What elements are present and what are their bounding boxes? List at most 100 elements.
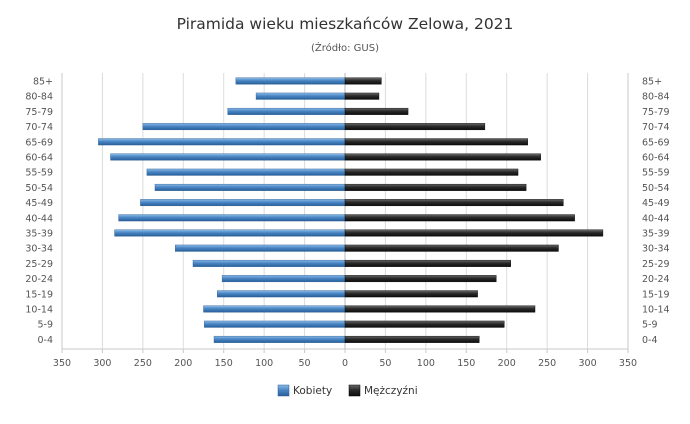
bar-female[interactable] (110, 153, 346, 161)
bar-female[interactable] (192, 259, 346, 267)
category-label-left: 15-19 (25, 289, 53, 300)
category-label-left: 20-24 (25, 274, 53, 285)
category-label-right: 75-79 (642, 107, 670, 118)
category-label-left: 80-84 (25, 92, 53, 103)
legend-item-male[interactable]: Mężczyźni (348, 384, 418, 397)
bar-male[interactable] (344, 275, 497, 283)
bar-female[interactable] (142, 123, 346, 131)
category-label-left: 75-79 (25, 107, 53, 118)
category-label-left: 35-39 (25, 229, 53, 240)
category-label-right: 60-64 (642, 153, 670, 164)
chart-subtitle: (Źródło: GUS) (311, 41, 379, 54)
category-label-right: 70-74 (642, 122, 670, 133)
bar-female[interactable] (114, 229, 346, 237)
x-tick-labels: 350 300 250 200 150 100 50 0 50 100 150 200 250 300 35… (53, 349, 637, 369)
category-label-right: 30-34 (642, 244, 670, 255)
x-tick-label: 200 (498, 358, 516, 369)
bar-female[interactable] (213, 335, 346, 343)
category-label-left: 25-29 (25, 259, 53, 270)
chart-title: Piramida wieku mieszkańców Zelowa, 2021 (177, 15, 514, 33)
bar-male[interactable] (344, 229, 604, 237)
bar-male[interactable] (344, 320, 505, 328)
x-tick-label: 150 (215, 358, 233, 369)
bar-male[interactable] (344, 259, 511, 267)
bar-male[interactable] (344, 335, 480, 343)
bar-male[interactable] (344, 305, 536, 313)
bar-female[interactable] (174, 244, 346, 252)
bar-female[interactable] (146, 168, 346, 176)
x-tick-label: 50 (379, 358, 391, 369)
bar-male[interactable] (344, 183, 527, 191)
category-label-right: 10-14 (642, 305, 670, 316)
category-label-left: 85+ (33, 77, 53, 88)
bar-male[interactable] (344, 107, 409, 115)
category-label-right: 45-49 (642, 198, 670, 209)
legend-swatch-male (348, 384, 361, 397)
x-tick-label: 250 (538, 358, 556, 369)
bar-female[interactable] (118, 214, 346, 222)
x-tick-label: 350 (53, 358, 71, 369)
category-label-left: 30-34 (25, 244, 53, 255)
category-label-left: 70-74 (25, 122, 53, 133)
x-tick-label: 350 (619, 358, 637, 369)
bar-female[interactable] (98, 138, 346, 146)
bar-female[interactable] (217, 290, 346, 298)
bar-male[interactable] (344, 77, 382, 85)
bar-male[interactable] (344, 199, 564, 207)
x-tick-label: 300 (579, 358, 597, 369)
category-label-left: 55-59 (25, 168, 53, 179)
bar-female[interactable] (235, 77, 346, 85)
x-tick-label: 100 (417, 358, 435, 369)
category-label-right: 5-9 (642, 320, 658, 331)
bar-male[interactable] (344, 168, 519, 176)
bar-female[interactable] (154, 183, 346, 191)
x-tick-label: 250 (134, 358, 152, 369)
bar-female[interactable] (204, 320, 346, 328)
legend-item-female[interactable]: Kobiety (277, 384, 332, 397)
bars (98, 77, 604, 343)
category-label-left: 5-9 (37, 320, 53, 331)
category-label-right: 0-4 (642, 335, 658, 346)
bar-female[interactable] (203, 305, 346, 313)
category-label-left: 0-4 (37, 335, 53, 346)
category-label-right: 20-24 (642, 274, 670, 285)
category-label-left: 50-54 (25, 183, 53, 194)
category-label-left: 60-64 (25, 153, 53, 164)
category-labels: 85+ 85+ 80-84 80-84 75-79 75-79 70-74 70-74 65-6… (25, 77, 669, 346)
category-label-right: 40-44 (642, 213, 670, 224)
bar-female[interactable] (140, 199, 346, 207)
legend-swatch-female (277, 384, 290, 397)
category-label-left: 45-49 (25, 198, 53, 209)
category-label-right: 50-54 (642, 183, 670, 194)
x-tick-label: 0 (342, 358, 348, 369)
bar-female[interactable] (255, 92, 346, 100)
category-label-right: 85+ (642, 77, 662, 88)
legend-label-male: Mężczyźni (364, 385, 418, 397)
x-tick-label: 100 (255, 358, 273, 369)
category-label-right: 35-39 (642, 229, 670, 240)
bar-male[interactable] (344, 244, 559, 252)
category-label-right: 15-19 (642, 289, 670, 300)
category-label-right: 25-29 (642, 259, 670, 270)
plot-area: 85+ 85+ 80-84 80-84 75-79 75-79 70-74 70-74 65-6… (25, 73, 670, 369)
category-label-left: 10-14 (25, 305, 53, 316)
bar-male[interactable] (344, 138, 528, 146)
legend: Kobiety Mężczyźni (277, 384, 418, 397)
category-label-left: 65-69 (25, 137, 53, 148)
x-tick-label: 150 (457, 358, 475, 369)
bar-male[interactable] (344, 290, 478, 298)
bar-female[interactable] (221, 275, 346, 283)
category-label-right: 65-69 (642, 137, 670, 148)
category-label-left: 40-44 (25, 213, 53, 224)
bar-male[interactable] (344, 153, 541, 161)
legend-label-female: Kobiety (293, 385, 332, 397)
bar-female[interactable] (227, 107, 346, 115)
grid-lines (101, 73, 589, 349)
bar-male[interactable] (344, 92, 380, 100)
bar-male[interactable] (344, 214, 575, 222)
category-label-right: 80-84 (642, 92, 670, 103)
bar-male[interactable] (344, 123, 486, 131)
x-tick-label: 300 (93, 358, 111, 369)
category-label-right: 55-59 (642, 168, 670, 179)
